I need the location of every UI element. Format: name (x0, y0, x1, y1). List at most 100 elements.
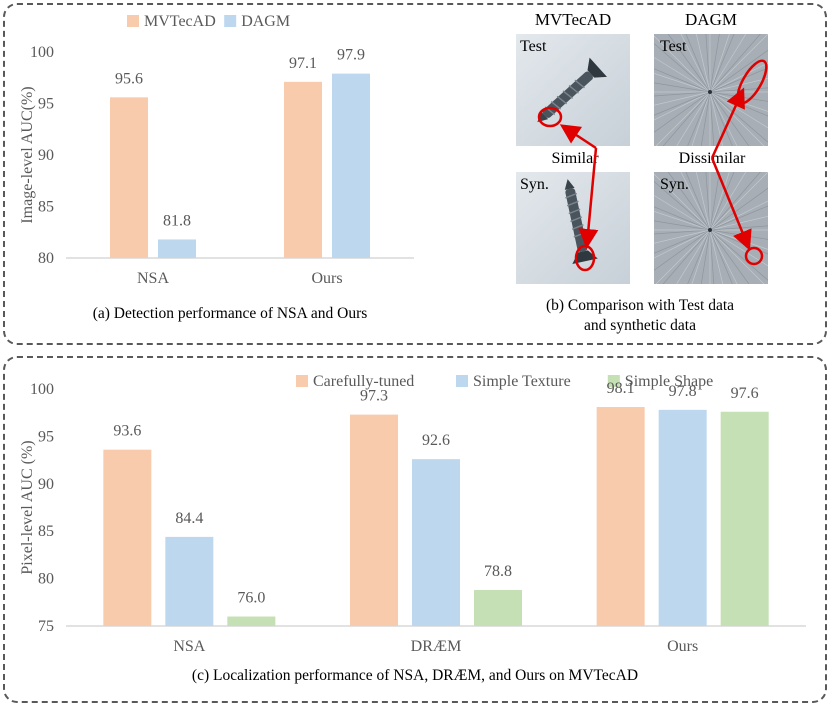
legend-swatch (607, 375, 620, 387)
texture-line (685, 34, 711, 93)
texture-line (680, 172, 711, 231)
y-tick-label: 80 (38, 571, 54, 588)
data-label: 97.1 (289, 55, 317, 72)
legend-label: Simple Shape (625, 373, 713, 390)
texture-line (700, 91, 711, 146)
texture-line (654, 229, 711, 259)
texture-line (709, 172, 768, 231)
y-tick-label: 85 (38, 199, 54, 216)
legend-swatch (224, 15, 237, 27)
texture-line (654, 206, 711, 231)
caption-b-line1: (b) Comparison with Test data (545, 297, 735, 314)
texture-line (709, 62, 768, 93)
texture-line (685, 172, 711, 231)
texture-line (654, 91, 711, 121)
texture-line (654, 229, 711, 254)
legend-swatch (127, 15, 139, 27)
texture-line (654, 91, 711, 116)
texture-line (709, 172, 761, 231)
texture-line (709, 205, 768, 231)
data-label: 78.8 (484, 563, 512, 580)
arrow-dissimilar-down (710, 157, 752, 251)
caption-a: (a) Detection performance of NSA and Our… (92, 305, 368, 322)
texture-line (667, 172, 711, 231)
data-label: 76.0 (237, 590, 265, 607)
texture-line (709, 229, 750, 284)
texture-line (709, 34, 730, 93)
texture-line (709, 91, 750, 146)
texture-line (654, 72, 711, 93)
bar-carefully-tuned (103, 449, 152, 626)
texture-line (691, 229, 711, 284)
texture-line (662, 91, 711, 146)
texture-line (709, 34, 768, 93)
texture-line (691, 91, 711, 146)
texture-line (654, 173, 711, 231)
texture-line (709, 229, 733, 284)
data-label: 98.1 (607, 380, 635, 397)
synthetic-dagm-image (654, 172, 768, 284)
bar-simple-shape (474, 589, 522, 626)
texture-line (676, 229, 711, 284)
legend-label: Carefully-tuned (313, 373, 414, 390)
defect-circle (744, 246, 764, 266)
texture-line (654, 180, 711, 231)
texture-line (654, 229, 711, 271)
data-label: 97.3 (360, 388, 388, 405)
caption-c: (c) Localization performance of NSA, DRÆ… (191, 667, 639, 684)
x-tick-label: Ours (667, 638, 698, 655)
y-tick-label: 85 (38, 523, 54, 540)
column-head-dagm: DAGM (685, 10, 737, 29)
arrow-similar-down (578, 147, 599, 249)
caption-b-line2: and synthetic data (584, 317, 696, 334)
texture-center (708, 228, 712, 232)
data-label: 93.6 (113, 423, 141, 440)
texture-line (654, 91, 711, 106)
texture-icon (654, 34, 768, 146)
legend-label: Simple Texture (473, 373, 571, 390)
texture-line (709, 229, 715, 284)
texture-line (709, 187, 768, 231)
y-tick-label: 75 (38, 618, 54, 635)
texture-line (709, 229, 768, 267)
texture-line (654, 229, 711, 235)
syn-label-mvtecad: Syn. (520, 176, 549, 193)
bar-dagm (158, 239, 196, 258)
column-head-mvtecad: MVTecAD (534, 10, 612, 29)
texture-line (654, 229, 711, 244)
texture-line (654, 220, 711, 231)
texture-line (705, 34, 711, 93)
data-label: 97.6 (731, 385, 759, 402)
texture-line (709, 172, 730, 231)
texture-line (709, 229, 768, 281)
texture-line (655, 91, 711, 146)
texture-line (709, 91, 768, 143)
test-label-mvtecad: Test (520, 38, 547, 55)
bar-simple-texture (658, 409, 707, 626)
bar-carefully-tuned (350, 414, 398, 626)
texture-line (695, 172, 711, 231)
texture-line (709, 34, 761, 93)
texture-line (654, 210, 711, 231)
y-tick-label: 95 (38, 96, 54, 113)
texture-line (700, 229, 711, 284)
texture-line (709, 229, 768, 255)
texture-line (676, 91, 711, 146)
texture-line (655, 229, 711, 284)
y-tick-label: 100 (30, 381, 54, 398)
y-tick-label: 80 (38, 250, 54, 267)
x-tick-label: NSA (173, 638, 205, 655)
texture-center (708, 90, 712, 94)
texture-line (680, 34, 711, 93)
texture-line (662, 229, 711, 284)
y-tick-label: 90 (38, 147, 54, 164)
bar-simple-texture (412, 459, 460, 626)
bar-simple-texture (165, 536, 214, 626)
texture-line (687, 229, 711, 284)
legend-swatch (296, 375, 308, 387)
texture-line (709, 229, 768, 250)
texture-line (709, 77, 768, 93)
texture-line (709, 91, 768, 102)
texture-line (709, 91, 724, 146)
